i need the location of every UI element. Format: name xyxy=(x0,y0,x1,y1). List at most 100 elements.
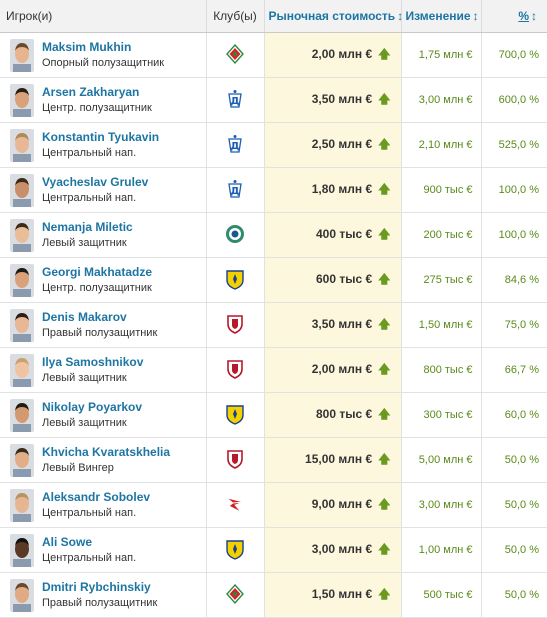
player-position: Опорный полузащитник xyxy=(42,57,165,69)
change-cell: 3,00 млн € xyxy=(400,77,481,123)
player-photo[interactable] xyxy=(10,308,34,342)
percent-cell: 50,0 % xyxy=(480,482,547,528)
column-header-market-value[interactable]: Рыночная стоимость ↕ xyxy=(263,0,404,33)
player-position: Левый защитник xyxy=(42,237,127,249)
svg-text:Д: Д xyxy=(231,96,240,107)
player-photo[interactable] xyxy=(10,533,34,567)
player-position: Центр. полузащитник xyxy=(42,102,152,114)
player-name-link[interactable]: Maksim Mukhin xyxy=(42,40,132,54)
svg-text:Д: Д xyxy=(231,141,240,152)
table-row: Khvicha Kvaratskhelia Левый Вингер 15,00 м… xyxy=(0,437,547,483)
player-photo[interactable] xyxy=(10,38,34,72)
player-position: Центральный нап. xyxy=(42,192,137,204)
club-cell xyxy=(205,482,264,528)
change-cell: 800 тыс € xyxy=(400,347,481,393)
column-header-percent[interactable]: % ↕ xyxy=(480,0,547,33)
market-value: 2,50 млн € xyxy=(311,136,373,151)
arrow-up-icon: 🡅 xyxy=(378,46,391,61)
player-photo[interactable] xyxy=(10,83,34,117)
dynamo-crest-icon[interactable]: Д xyxy=(224,88,246,110)
change-cell: 300 тыс € xyxy=(400,392,481,438)
market-value-cell: 1,50 млн € 🡅 xyxy=(263,572,401,618)
player-photo[interactable] xyxy=(10,263,34,297)
market-value-cell: 800 тыс € 🡅 xyxy=(263,392,401,438)
spartak-crest-icon[interactable] xyxy=(224,493,246,515)
percent-cell: 50,0 % xyxy=(480,437,547,483)
percent-cell: 84,6 % xyxy=(480,257,547,303)
sort-icon: ↕ xyxy=(397,9,404,23)
percent-cell: 700,0 % xyxy=(480,32,547,78)
player-photo[interactable] xyxy=(10,443,34,477)
market-value: 3,50 млн € xyxy=(311,316,373,331)
club-cell xyxy=(205,527,264,573)
player-photo[interactable] xyxy=(10,173,34,207)
market-value-cell: 2,00 млн € 🡅 xyxy=(263,347,401,393)
player-name-link[interactable]: Konstantin Tyukavin xyxy=(42,130,160,144)
club-cell xyxy=(205,347,264,393)
player-name-link[interactable]: Ilya Samoshnikov xyxy=(42,355,144,369)
market-value: 3,50 млн € xyxy=(311,91,373,106)
player-photo[interactable] xyxy=(10,353,34,387)
table-row: Aleksandr Sobolev Центральный нап. 9,00 мл… xyxy=(0,482,547,528)
player-name-link[interactable]: Nikolay Poyarkov xyxy=(42,400,143,414)
club-cell: Д xyxy=(205,122,264,168)
rostov-crest-icon[interactable] xyxy=(224,268,246,290)
player-position: Левый защитник xyxy=(42,372,127,384)
column-header-change[interactable]: Изменение ↕ xyxy=(400,0,481,33)
arrow-up-icon: 🡅 xyxy=(378,361,391,376)
player-name-link[interactable]: Denis Makarov xyxy=(42,310,127,324)
player-position: Правый полузащитник xyxy=(42,327,158,339)
table-row: Ilya Samoshnikov Левый защитник 2,00 млн €… xyxy=(0,347,547,393)
club-cell xyxy=(205,437,264,483)
rostov-crest-icon[interactable] xyxy=(224,403,246,425)
dynamo-crest-icon[interactable]: Д xyxy=(224,133,246,155)
market-value: 2,00 млн € xyxy=(311,361,373,376)
club-cell xyxy=(205,572,264,618)
player-cell: Ilya Samoshnikov Левый защитник xyxy=(0,347,206,393)
player-name-link[interactable]: Georgi Makhatadze xyxy=(42,265,153,279)
rostov-crest-icon[interactable] xyxy=(224,538,246,560)
arrow-up-icon: 🡅 xyxy=(378,541,391,556)
player-cell: Khvicha Kvaratskhelia Левый Вингер xyxy=(0,437,206,483)
player-photo[interactable] xyxy=(10,398,34,432)
rubin-crest-icon[interactable] xyxy=(224,448,246,470)
player-name-link[interactable]: Khvicha Kvaratskhelia xyxy=(42,445,171,459)
player-name-link[interactable]: Aleksandr Sobolev xyxy=(42,490,151,504)
change-cell: 2,10 млн € xyxy=(400,122,481,168)
rubin-crest-icon[interactable] xyxy=(224,358,246,380)
player-photo[interactable] xyxy=(10,128,34,162)
player-name-link[interactable]: Dmitri Rybchinskiy xyxy=(42,580,151,594)
table-row: Georgi Makhatadze Центр. полузащитник 600 … xyxy=(0,257,547,303)
lokomotiv-crest-icon[interactable] xyxy=(224,43,246,65)
change-cell: 1,50 млн € xyxy=(400,302,481,348)
player-photo[interactable] xyxy=(10,578,34,612)
change-cell: 1,00 млн € xyxy=(400,527,481,573)
percent-cell: 66,7 % xyxy=(480,347,547,393)
market-value: 600 тыс € xyxy=(315,271,373,286)
market-value: 800 тыс € xyxy=(315,406,373,421)
arrow-up-icon: 🡅 xyxy=(378,496,391,511)
rubin-crest-icon[interactable] xyxy=(224,313,246,335)
percent-cell: 50,0 % xyxy=(480,572,547,618)
player-name-link[interactable]: Nemanja Miletic xyxy=(42,220,133,234)
player-name-link[interactable]: Arsen Zakharyan xyxy=(42,85,140,99)
arrow-up-icon: 🡅 xyxy=(378,586,391,601)
arrow-up-icon: 🡅 xyxy=(378,271,391,286)
change-cell: 200 тыс € xyxy=(400,212,481,258)
player-photo[interactable] xyxy=(10,218,34,252)
player-name-link[interactable]: Ali Sowe xyxy=(42,535,93,549)
lokomotiv-crest-icon[interactable] xyxy=(224,583,246,605)
ufa-crest-icon[interactable] xyxy=(224,223,246,245)
dynamo-crest-icon[interactable]: Д xyxy=(224,178,246,200)
arrow-up-icon: 🡅 xyxy=(378,181,391,196)
percent-cell: 50,0 % xyxy=(480,527,547,573)
player-position: Центральный нап. xyxy=(42,147,137,159)
market-value: 3,00 млн € xyxy=(311,541,373,556)
player-name-link[interactable]: Vyacheslav Grulev xyxy=(42,175,149,189)
arrow-up-icon: 🡅 xyxy=(378,451,391,466)
player-photo[interactable] xyxy=(10,488,34,522)
player-cell: Nemanja Miletic Левый защитник xyxy=(0,212,206,258)
change-cell: 275 тыс € xyxy=(400,257,481,303)
player-position: Правый полузащитник xyxy=(42,597,158,609)
market-value-cell: 15,00 млн € 🡅 xyxy=(263,437,401,483)
